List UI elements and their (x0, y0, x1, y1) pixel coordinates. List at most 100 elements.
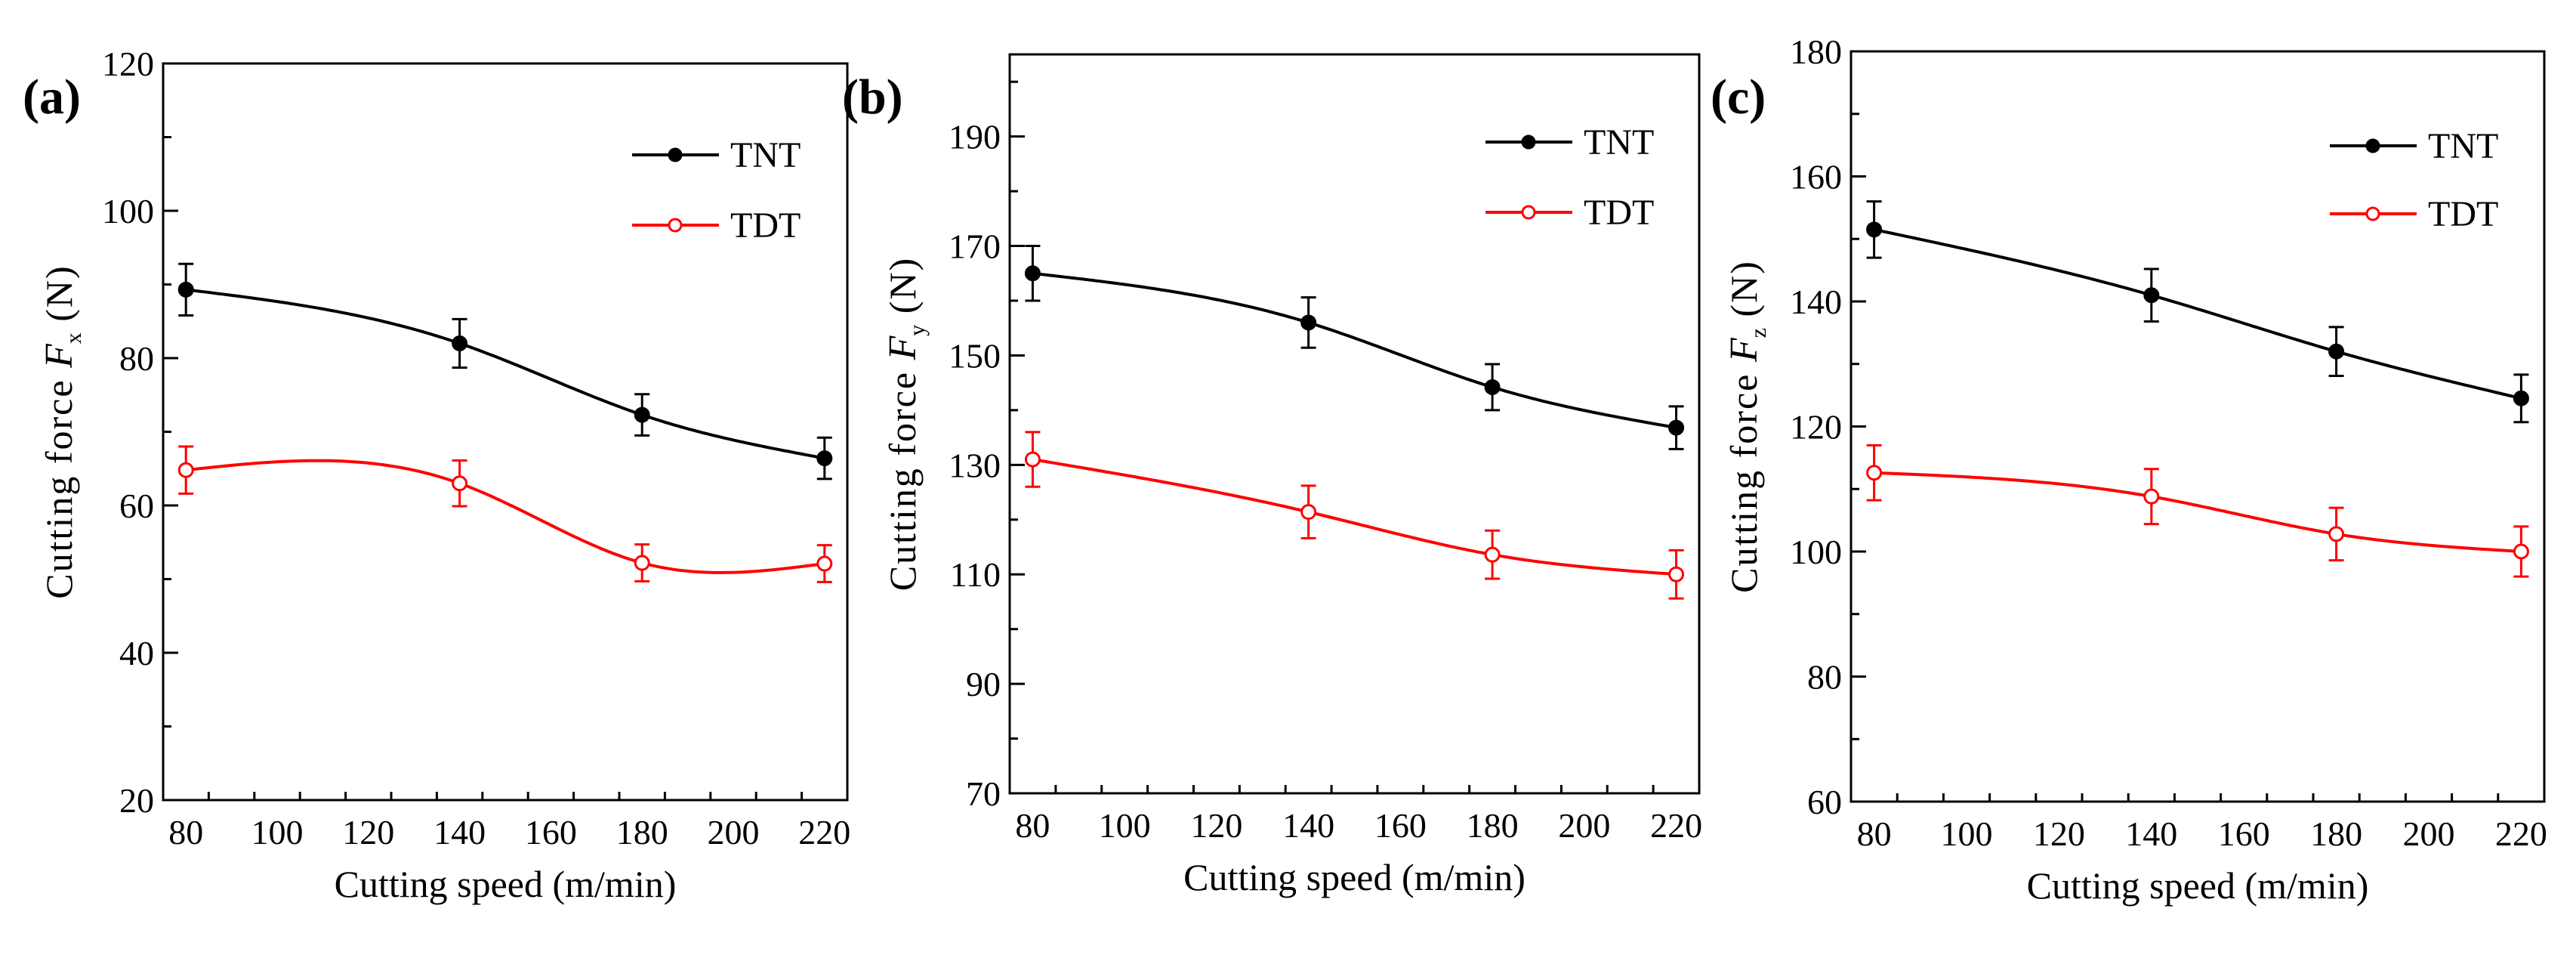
y-tick-label: 180 (1790, 32, 1842, 71)
y-tick-label: 190 (949, 118, 1001, 156)
legend-label-tdt: TDT (730, 206, 801, 246)
y-tick-label: 40 (119, 634, 154, 672)
series-line-tnt (1032, 271, 1677, 430)
data-point-tdt (1484, 546, 1501, 563)
y-tick-label: 160 (1790, 158, 1842, 196)
y-tick-label: 60 (119, 487, 154, 525)
legend-label-tnt: TNT (2428, 126, 2498, 166)
legend-label-tdt: TDT (2428, 194, 2498, 234)
x-tick-label: 100 (251, 813, 304, 851)
data-point-tnt (1484, 379, 1501, 395)
data-point-tdt (1866, 465, 1883, 481)
data-point-tnt (1024, 265, 1041, 282)
data-point-tnt (2143, 287, 2160, 304)
x-tick-label: 220 (798, 813, 850, 851)
y-tick-label: 80 (1807, 658, 1842, 697)
legend-marker-tnt (1521, 134, 1536, 150)
data-point-tnt (1866, 221, 1883, 238)
y-axis-title-variable: F (881, 335, 924, 360)
x-tick-label: 160 (2218, 814, 2270, 853)
y-tick-label: 80 (119, 339, 154, 378)
y-tick-label: 60 (1807, 783, 1842, 821)
data-point-tdt (2513, 543, 2529, 560)
x-tick-label: 140 (2125, 814, 2177, 853)
y-axis-title-prefix: Cutting force (38, 368, 80, 599)
x-axis-title: Cutting speed (m/min) (335, 863, 677, 905)
x-axis-title: Cutting speed (m/min) (1183, 856, 1526, 898)
y-tick-label: 100 (102, 192, 154, 230)
panel-label: (b) (842, 70, 903, 125)
data-point-tnt (634, 406, 650, 423)
y-tick-label: 90 (966, 665, 1001, 703)
y-tick-label: 150 (949, 336, 1001, 375)
series-line-tdt (1032, 458, 1677, 576)
x-tick-label: 160 (1374, 806, 1427, 845)
x-tick-label: 100 (1941, 814, 1993, 853)
y-axis-title-suffix: (N) (38, 264, 80, 332)
data-point-tnt (1668, 419, 1685, 436)
data-point-tnt (2328, 343, 2345, 360)
y-axis-title-subscript: y (905, 325, 930, 336)
legend-marker-tnt (668, 147, 683, 162)
x-tick-label: 200 (708, 813, 760, 851)
legend-label-tnt: TNT (730, 135, 801, 175)
legend-marker-tdt (1521, 205, 1536, 220)
x-tick-label: 100 (1099, 806, 1151, 845)
y-axis-title-subscript: x (61, 332, 86, 344)
data-point-tdt (1300, 504, 1317, 521)
y-tick-label: 130 (949, 446, 1001, 484)
data-point-tdt (634, 555, 650, 571)
x-axis-title: Cutting speed (m/min) (2027, 864, 2369, 907)
x-tick-label: 220 (2495, 814, 2547, 853)
y-axis-title: Cutting force Fx (N) (38, 264, 86, 598)
series-line-tdt (185, 459, 825, 574)
data-point-tdt (1024, 451, 1041, 468)
y-tick-label: 120 (102, 45, 154, 83)
panel-label: (c) (1711, 70, 1766, 125)
x-tick-label: 200 (2403, 814, 2455, 853)
y-tick-label: 110 (950, 555, 1001, 594)
x-tick-label: 140 (433, 813, 486, 851)
y-tick-label: 120 (1790, 408, 1842, 447)
chart-panel-a: 80 100 120 140 160 180 200 220 20 40 60 80 100 120 Cut… (23, 45, 850, 905)
data-point-tdt (1668, 566, 1685, 583)
legend-marker-tdt (2365, 206, 2380, 221)
y-tick-label: 20 (119, 781, 154, 820)
x-tick-label: 180 (1467, 806, 1519, 845)
data-point-tdt (816, 555, 833, 572)
series-line-tdt (1874, 471, 2522, 553)
y-tick-label: 100 (1790, 533, 1842, 571)
y-axis-title-variable: F (38, 343, 81, 369)
x-tick-label: 120 (342, 813, 394, 851)
y-tick-label: 140 (1790, 283, 1842, 321)
legend-marker-tnt (2365, 138, 2380, 153)
data-point-tnt (452, 335, 468, 351)
y-tick-label: 70 (966, 774, 1001, 813)
series-line-tnt (185, 288, 825, 460)
x-tick-label: 120 (2033, 814, 2085, 853)
y-axis-title-variable: F (1723, 337, 1766, 363)
x-tick-label: 80 (1857, 814, 1892, 853)
series-line-tnt (1874, 227, 2522, 400)
data-point-tdt (2143, 488, 2160, 505)
y-axis-title: Cutting force Fz (N) (1723, 260, 1771, 593)
x-tick-label: 160 (525, 813, 577, 851)
x-tick-label: 200 (1558, 806, 1610, 845)
y-axis-title-prefix: Cutting force (881, 360, 924, 591)
y-axis-title-prefix: Cutting force (1723, 362, 1765, 593)
x-tick-label: 80 (168, 813, 203, 851)
legend-label-tnt: TNT (1584, 122, 1654, 162)
data-point-tdt (2328, 526, 2345, 542)
chart-panel-b: 80 100 120 140 160 180 200 220 70 90 110 130 150 170 1… (842, 53, 1702, 898)
data-point-tnt (816, 450, 833, 467)
panel-label: (a) (23, 70, 81, 125)
x-tick-label: 180 (616, 813, 668, 851)
data-point-tnt (2513, 390, 2529, 406)
legend-marker-tdt (668, 218, 683, 233)
data-point-tdt (452, 475, 468, 492)
y-tick-label: 170 (949, 227, 1001, 266)
data-point-tnt (177, 281, 194, 298)
data-point-tdt (177, 462, 194, 478)
y-axis-title-suffix: (N) (1723, 260, 1765, 328)
